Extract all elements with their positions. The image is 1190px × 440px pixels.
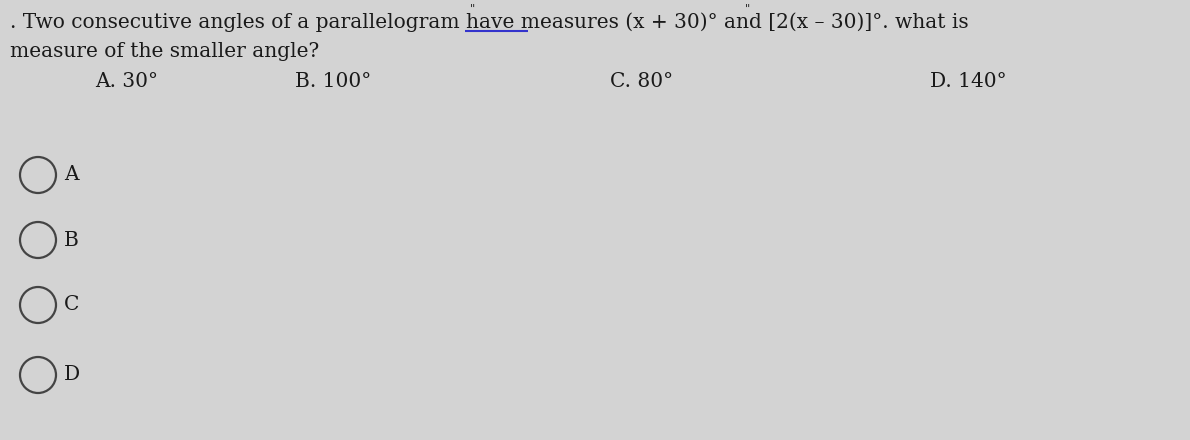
Text: . Two consecutive angles of a parallelogram have measures (x + 30)° and [2(x – 3: . Two consecutive angles of a parallelog… xyxy=(10,12,969,32)
Text: D. 140°: D. 140° xyxy=(931,72,1007,91)
Text: '': '' xyxy=(470,4,476,14)
Text: measure of the smaller angle?: measure of the smaller angle? xyxy=(10,42,319,61)
Text: B: B xyxy=(64,231,79,249)
Text: '': '' xyxy=(745,4,751,14)
Text: D: D xyxy=(64,366,80,385)
Text: B. 100°: B. 100° xyxy=(295,72,371,91)
Text: C: C xyxy=(64,296,80,315)
Text: C. 80°: C. 80° xyxy=(610,72,674,91)
Text: A. 30°: A. 30° xyxy=(95,72,158,91)
Text: A: A xyxy=(64,165,79,184)
